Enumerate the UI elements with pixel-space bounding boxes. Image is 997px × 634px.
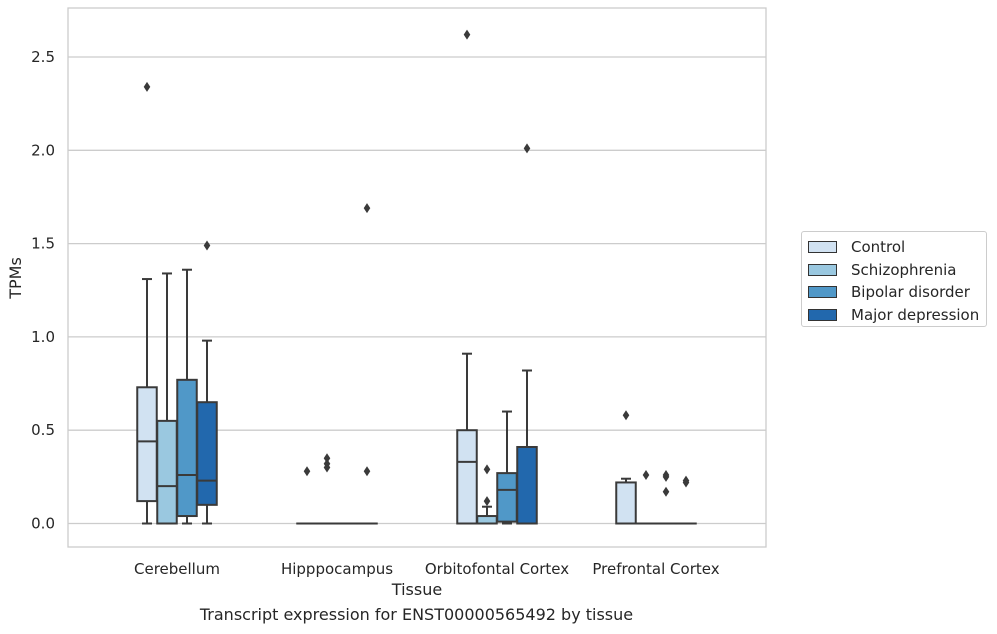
legend: Control Schizophrenia Bipolar disorder Majo… xyxy=(801,231,987,327)
outlier-point xyxy=(363,466,371,477)
outlier-point xyxy=(682,475,690,486)
plot-area-frame xyxy=(67,7,767,548)
outlier-point xyxy=(363,203,371,214)
y-tick-label: 0.0 xyxy=(31,515,55,533)
outlier-point xyxy=(662,486,670,497)
box-iqr xyxy=(136,386,158,503)
box-schizophrenia xyxy=(156,272,178,525)
box-schizophrenia xyxy=(476,505,498,525)
outlier-point xyxy=(622,410,630,421)
box-control xyxy=(615,477,637,525)
chart-caption: Transcript expression for ENST0000056549… xyxy=(199,605,634,624)
outlier-point xyxy=(323,453,331,464)
legend-swatch xyxy=(808,308,837,321)
outlier-point xyxy=(143,81,151,92)
box-major-depression xyxy=(516,369,538,525)
outlier-point xyxy=(463,29,471,40)
legend-label: Bipolar disorder xyxy=(851,283,970,302)
legend-label: Schizophrenia xyxy=(851,260,957,279)
outlier-point xyxy=(483,464,491,475)
legend-label: Control xyxy=(851,238,906,257)
x-tick-label: Hipppocampus xyxy=(281,560,393,578)
legend-item: Schizophrenia xyxy=(808,259,986,282)
box-iqr xyxy=(516,445,538,525)
y-tick-labels: 0.0 0.5 1.0 1.5 2.0 2.5 xyxy=(31,48,55,533)
box-control xyxy=(456,352,478,525)
legend-swatch xyxy=(808,263,837,276)
legend-item: Control xyxy=(808,236,986,259)
y-tick-label: 2.0 xyxy=(31,141,55,159)
legend-item: Major depression xyxy=(808,304,986,327)
box-iqr xyxy=(615,481,637,525)
legend-label: Major depression xyxy=(851,305,980,324)
box-bipolar-disorder xyxy=(496,410,518,525)
y-tick-label: 2.5 xyxy=(31,48,55,66)
legend-item: Bipolar disorder xyxy=(808,281,986,304)
box-iqr xyxy=(196,401,218,506)
box-iqr xyxy=(476,515,498,525)
box-iqr xyxy=(456,429,478,525)
box-bipolar-disorder xyxy=(176,268,198,525)
y-tick-label: 1.5 xyxy=(31,235,55,253)
outlier-point xyxy=(483,496,491,507)
box-iqr xyxy=(496,472,518,523)
box-iqr xyxy=(176,378,198,518)
x-tick-label: Cerebellum xyxy=(134,560,220,578)
outliers xyxy=(143,29,690,507)
outlier-point xyxy=(203,240,211,251)
outlier-point xyxy=(523,143,531,154)
box-iqr xyxy=(156,419,178,525)
boxes xyxy=(136,268,697,525)
x-axis-label: Tissue xyxy=(391,580,442,599)
legend-swatch xyxy=(808,241,837,254)
x-tick-labels: Cerebellum Hipppocampus Orbitofontal Corte… xyxy=(134,560,720,578)
y-axis-label: TPMs xyxy=(6,257,25,300)
outlier-point xyxy=(662,469,670,480)
box-control xyxy=(136,278,158,525)
y-tick-label: 0.5 xyxy=(31,421,55,439)
outlier-point xyxy=(642,469,650,480)
x-tick-label: Prefrontal Cortex xyxy=(592,560,719,578)
outlier-point xyxy=(323,458,331,469)
y-tick-label: 1.0 xyxy=(31,328,55,346)
x-tick-label: Orbitofontal Cortex xyxy=(425,560,569,578)
legend-swatch xyxy=(808,286,837,299)
box-major-depression xyxy=(196,339,218,525)
outlier-point xyxy=(303,466,311,477)
